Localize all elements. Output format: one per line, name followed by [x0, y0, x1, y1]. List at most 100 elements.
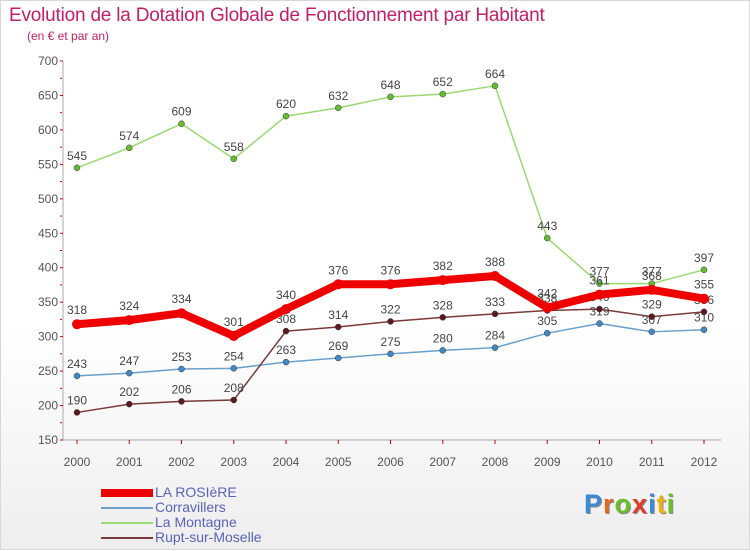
data-point: [335, 104, 342, 112]
data-point: [282, 358, 290, 366]
x-tick-label: 2005: [325, 455, 352, 469]
x-tick-label: 2003: [220, 455, 247, 469]
proxiti-logo: Proxiti: [584, 489, 676, 519]
data-label: 377: [589, 265, 609, 279]
data-point: [387, 93, 394, 101]
data-point: [648, 313, 655, 320]
data-point: [178, 365, 185, 373]
y-tick-label: 200: [38, 399, 58, 413]
data-point: [491, 82, 499, 90]
data-label: 648: [380, 78, 400, 92]
data-point: [699, 293, 709, 304]
x-tick-label: 2007: [429, 455, 456, 469]
data-point: [700, 266, 708, 274]
data-label: 280: [433, 331, 453, 345]
x-tick-label: 2011: [639, 455, 665, 469]
y-tick-label: 650: [38, 88, 58, 102]
data-label: 190: [67, 393, 87, 407]
data-point: [700, 326, 708, 333]
data-label: 208: [224, 381, 244, 395]
legend-swatch: [101, 537, 153, 539]
data-point: [596, 280, 603, 287]
legend-label: LA ROSIèRE: [155, 484, 237, 500]
y-tick-label: 400: [38, 261, 58, 275]
data-label: 328: [433, 298, 453, 312]
data-point: [335, 323, 342, 331]
data-point: [439, 90, 446, 98]
data-point: [230, 396, 237, 404]
data-point: [73, 409, 81, 416]
data-point: [178, 398, 185, 405]
legend-swatch: [101, 489, 153, 497]
data-label: 305: [537, 314, 557, 328]
x-tick-label: 2009: [534, 455, 561, 469]
data-point: [439, 314, 446, 321]
data-point: [126, 369, 133, 377]
data-label: 324: [119, 299, 139, 313]
legend-swatch: [101, 507, 153, 509]
data-point: [544, 329, 551, 337]
y-tick-label: 450: [38, 226, 58, 240]
data-point: [73, 164, 81, 172]
x-tick-label: 2010: [586, 455, 613, 469]
y-tick-label: 700: [38, 54, 58, 68]
data-label: 368: [642, 269, 662, 283]
data-label: 340: [276, 288, 296, 302]
y-tick-label: 550: [38, 157, 58, 171]
chart-subtitle: (en € et par an): [27, 29, 110, 43]
x-tick-label: 2012: [691, 455, 718, 469]
data-label: 254: [224, 349, 244, 363]
data-label: 243: [67, 357, 87, 371]
data-label: 376: [328, 263, 348, 277]
data-label: 355: [694, 278, 714, 292]
data-point: [178, 120, 185, 127]
data-label: 322: [380, 302, 400, 316]
legend-label: La Montagne: [155, 514, 237, 530]
data-point: [542, 302, 553, 313]
data-label: 376: [380, 263, 400, 277]
y-tick-label: 300: [38, 330, 58, 344]
y-tick-label: 350: [38, 295, 58, 309]
data-label: 388: [485, 255, 505, 269]
data-point: [700, 308, 708, 316]
data-point: [596, 320, 603, 327]
data-label: 329: [642, 298, 662, 312]
data-label: 397: [694, 251, 714, 265]
data-label: 275: [380, 335, 400, 349]
data-label: 253: [171, 350, 191, 364]
data-point: [385, 279, 396, 290]
data-label: 284: [485, 329, 505, 343]
legend-label: Rupt-sur-Moselle: [155, 529, 262, 545]
data-label: 382: [433, 259, 453, 273]
data-label: 545: [67, 149, 87, 163]
data-point: [648, 328, 655, 336]
data-label: 443: [537, 219, 557, 233]
data-label: 558: [224, 140, 244, 154]
data-point: [387, 350, 394, 358]
x-tick-label: 2001: [116, 455, 143, 469]
data-label: 318: [67, 303, 87, 317]
data-point: [491, 310, 499, 318]
chart-title: Evolution de la Dotation Globale de Fonc…: [9, 5, 545, 26]
data-label: 202: [119, 385, 139, 399]
data-label: 310: [694, 311, 714, 325]
data-point: [126, 144, 133, 152]
data-point: [281, 304, 291, 315]
data-point: [282, 112, 290, 120]
data-label: 574: [119, 129, 139, 143]
data-label: 609: [171, 105, 191, 119]
y-tick-label: 500: [38, 192, 58, 206]
data-label: 342: [537, 287, 557, 301]
data-point: [230, 155, 237, 163]
y-tick-label: 150: [38, 433, 58, 447]
x-tick-label: 2008: [482, 455, 509, 469]
x-tick-label: 2004: [273, 455, 300, 469]
data-point: [176, 308, 187, 319]
y-tick-label: 250: [38, 364, 58, 378]
data-point: [439, 347, 446, 354]
data-point: [490, 270, 500, 281]
x-tick-label: 2000: [64, 455, 91, 469]
data-point: [544, 234, 551, 242]
data-point: [594, 289, 605, 300]
